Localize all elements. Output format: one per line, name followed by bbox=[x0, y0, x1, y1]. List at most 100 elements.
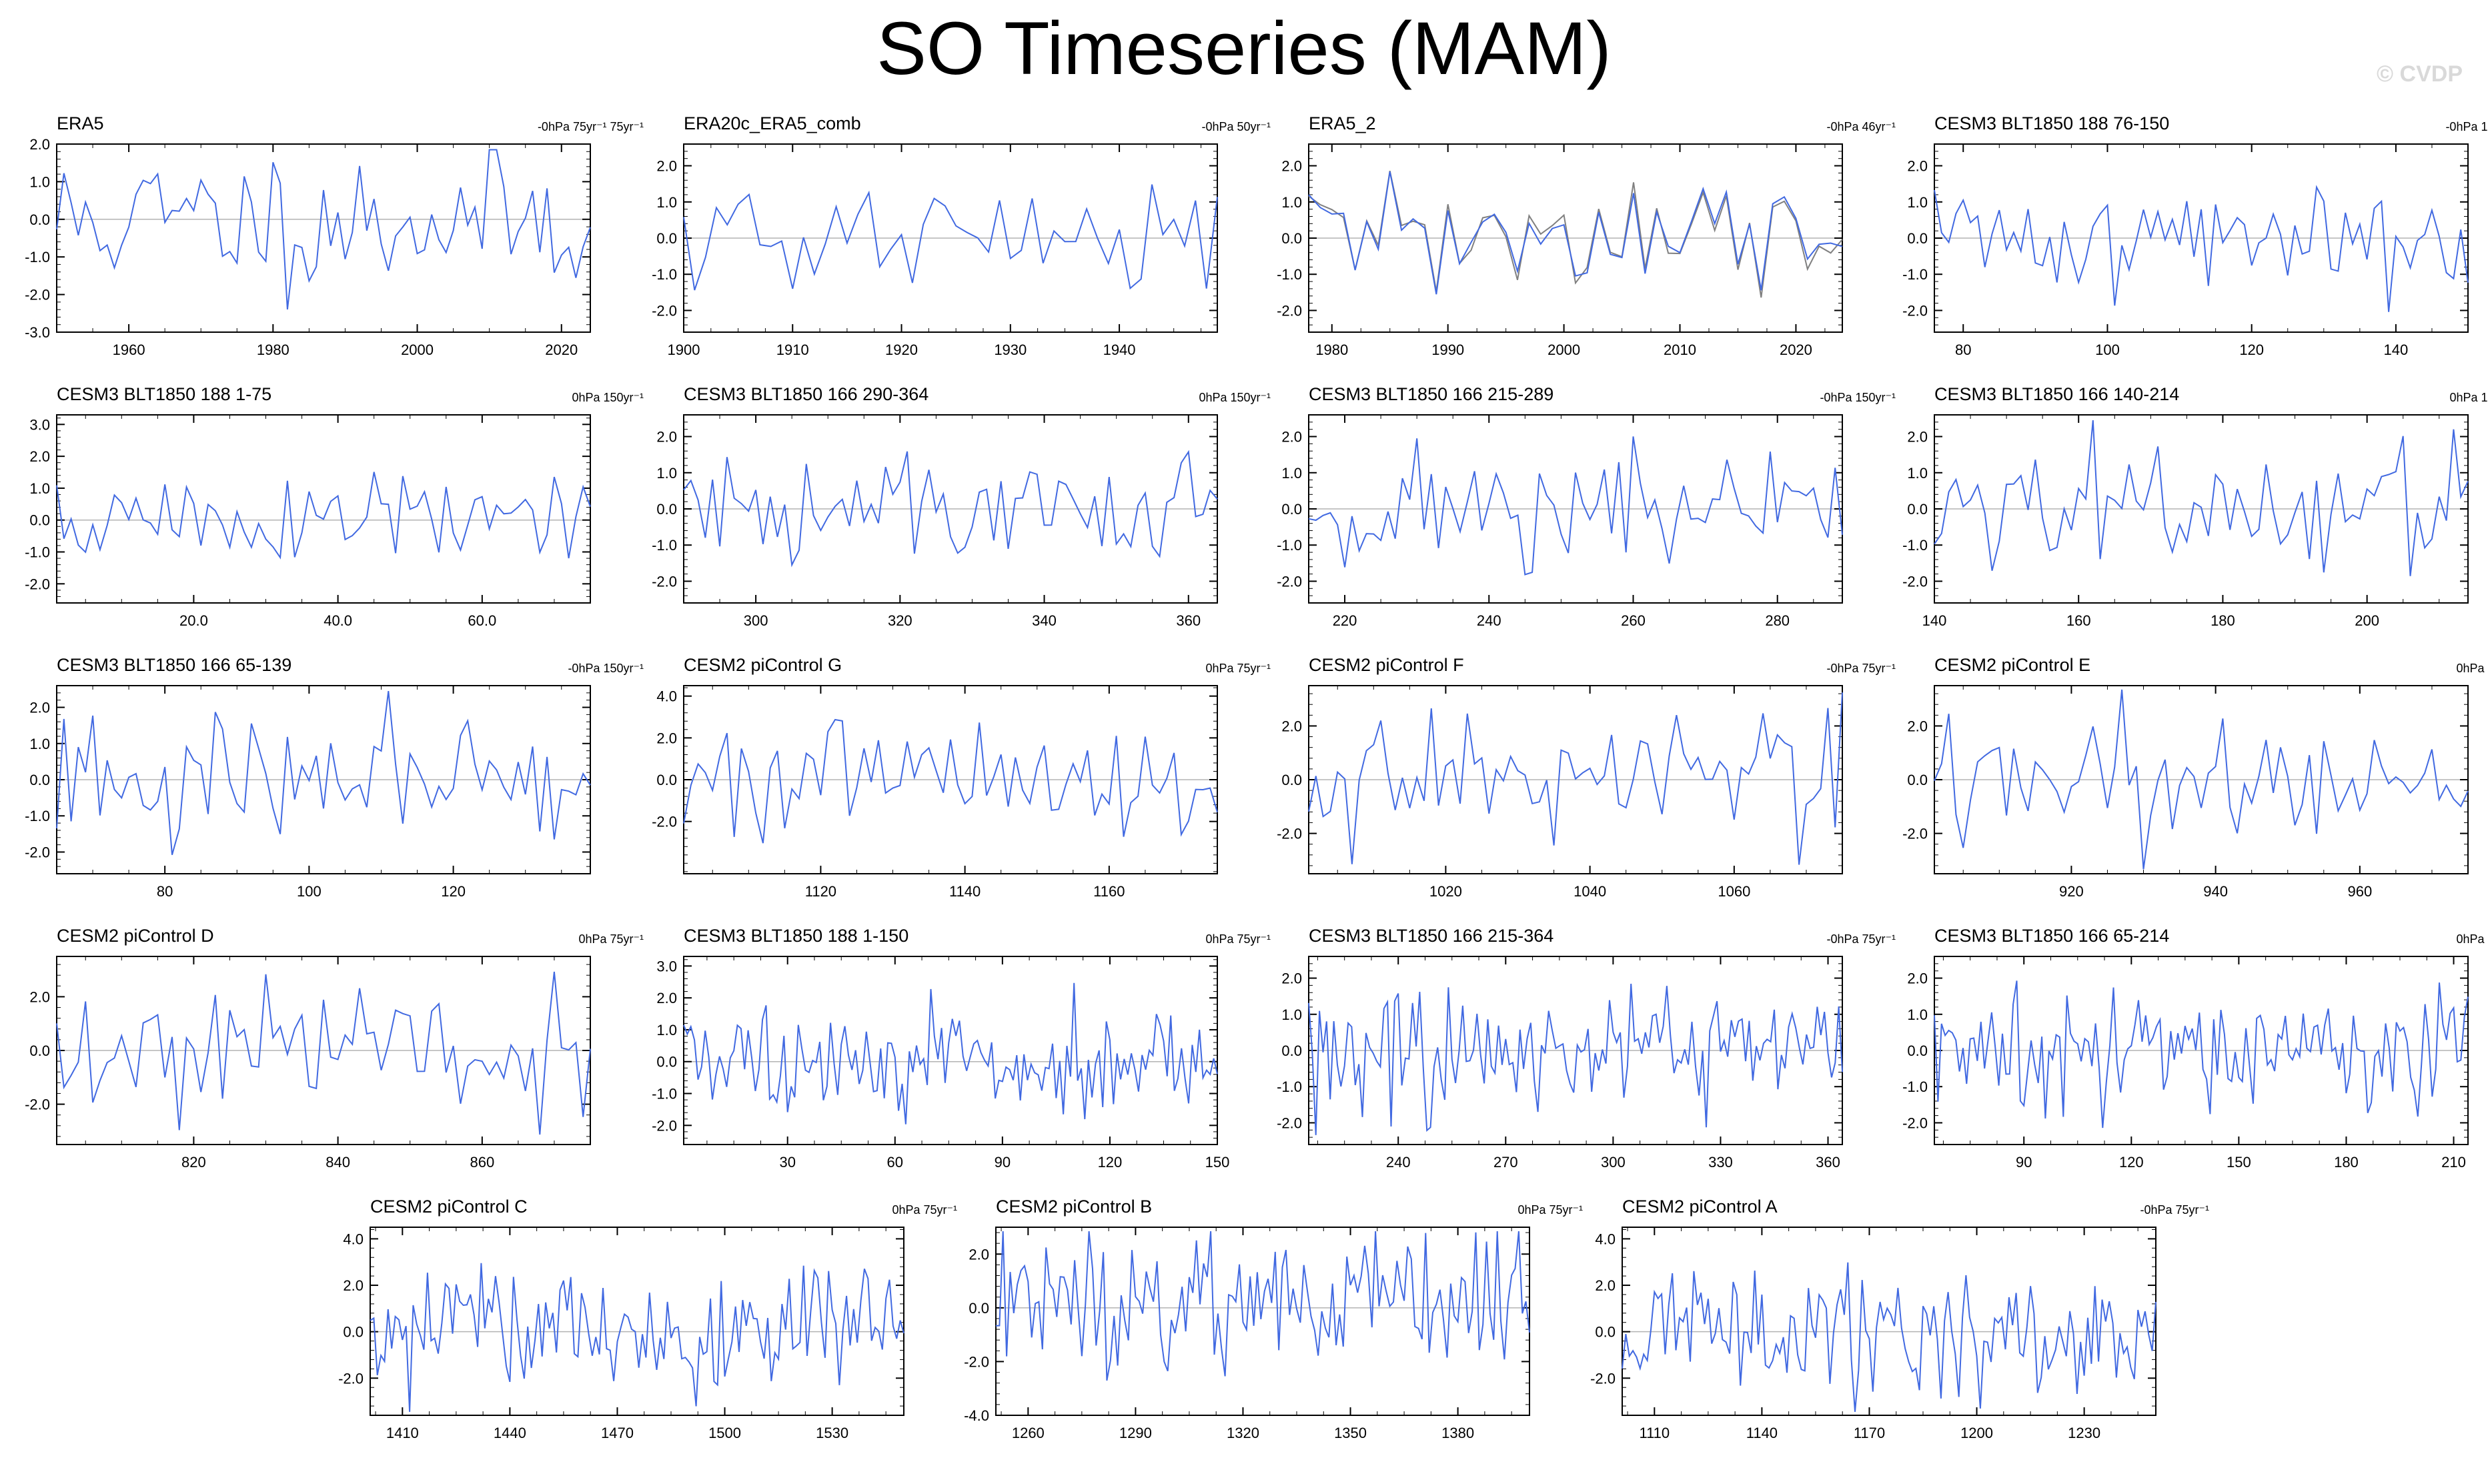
y-tick-label: 1.0 bbox=[1281, 1006, 1302, 1023]
y-tick-label: 1.0 bbox=[1907, 465, 1928, 482]
x-tick-label: 60.0 bbox=[468, 612, 496, 629]
y-tick-label: 2.0 bbox=[29, 988, 50, 1005]
x-tick-label: 2000 bbox=[1547, 341, 1580, 358]
x-tick-label: 1140 bbox=[1746, 1425, 1778, 1441]
x-tick-label: 1140 bbox=[949, 883, 981, 900]
x-tick-label: 1110 bbox=[1639, 1425, 1670, 1441]
panel-annotation: -0hPa 75yr⁻¹ bbox=[1826, 662, 1896, 675]
x-tick-label: 360 bbox=[1816, 1154, 1840, 1171]
x-tick-label: 940 bbox=[2203, 883, 2228, 900]
y-tick-label: -3.0 bbox=[25, 324, 50, 341]
x-tick-label: 1350 bbox=[1334, 1425, 1367, 1441]
panel-annotation: 0hPa 150yr⁻¹ bbox=[572, 391, 644, 404]
y-tick-label: -1.0 bbox=[1902, 266, 1928, 283]
chart-svg: -4.0 -2.0 0.0 2.0 1260 1290 1320 1350 1380 bbox=[964, 1227, 1530, 1441]
chart-panel: CESM3 BLT1850 188 1-150 0hPa 75yr⁻¹ -2.0 -1… bbox=[652, 926, 1271, 1177]
y-tick-label: 0.0 bbox=[969, 1300, 989, 1317]
y-tick-label: 2.0 bbox=[1281, 718, 1302, 734]
panel-annotation: -0hPa 75yr⁻¹ bbox=[1826, 932, 1896, 946]
x-tick-label: 280 bbox=[1765, 612, 1790, 629]
panel-annotation: -0hPa 150yr⁻¹ bbox=[2445, 120, 2488, 133]
panel-annotation: 0hPa 75yr⁻¹ bbox=[578, 932, 644, 946]
y-tick-label: 1.0 bbox=[1907, 194, 1928, 211]
chart-svg: -2.0 -1.0 0.0 1.0 2.0 220 240 260 280 bbox=[1277, 414, 1843, 629]
plot-frame bbox=[1622, 1227, 2156, 1416]
chart-svg: -2.0 -1.0 0.0 1.0 2.0 300 320 340 360 bbox=[652, 414, 1218, 629]
chart-panel: CESM3 BLT1850 166 65-139 -0hPa 150yr⁻¹ -2.… bbox=[25, 655, 644, 906]
y-tick-label: 4.0 bbox=[343, 1231, 364, 1247]
x-tick-label: 100 bbox=[297, 883, 322, 900]
panel-title: CESM3 BLT1850 166 65-214 bbox=[1934, 926, 2170, 946]
y-tick-label: 2.0 bbox=[1907, 429, 1928, 446]
x-tick-label: 180 bbox=[2211, 612, 2235, 629]
x-tick-label: 1930 bbox=[994, 341, 1027, 358]
panel-title: CESM3 BLT1850 166 215-364 bbox=[1309, 926, 1554, 946]
x-tick-label: 150 bbox=[2227, 1154, 2251, 1171]
series-line bbox=[1934, 689, 2469, 870]
chart-panel: CESM2 piControl F -0hPa 75yr⁻¹ -2.0 0.0 2.0 1… bbox=[1277, 655, 1896, 906]
x-tick-label: 1980 bbox=[1315, 341, 1348, 358]
chart-svg: -2.0 0.0 2.0 4.0 1120 1140 1160 bbox=[652, 685, 1218, 900]
panel-annotation: 0hPa 75yr⁻¹ bbox=[2456, 932, 2488, 946]
series-line bbox=[1308, 436, 1843, 576]
y-tick-label: 2.0 bbox=[29, 448, 50, 465]
chart-panel: CESM2 piControl E 0hPa 75yr⁻¹ -2.0 0.0 2.0 92… bbox=[1902, 655, 2488, 906]
x-tick-label: 1020 bbox=[1429, 883, 1462, 900]
x-tick-label: 1260 bbox=[1012, 1425, 1045, 1441]
series-line bbox=[683, 450, 1218, 568]
chart-panel: CESM2 piControl D 0hPa 75yr⁻¹ -2.0 0.0 2.0 82… bbox=[25, 926, 644, 1177]
x-tick-label: 360 bbox=[1176, 612, 1201, 629]
panel-title: ERA20c_ERA5_comb bbox=[684, 113, 861, 133]
y-tick-label: 1.0 bbox=[29, 173, 50, 190]
y-tick-label: 2.0 bbox=[1281, 158, 1302, 175]
x-tick-label: 160 bbox=[2066, 612, 2091, 629]
panel-annotation: -0hPa 46yr⁻¹ bbox=[1826, 120, 1896, 133]
panel-title: CESM2 piControl D bbox=[57, 926, 214, 946]
y-tick-label: 0.0 bbox=[1281, 1042, 1302, 1059]
series-line bbox=[1622, 1262, 2156, 1412]
x-tick-label: 120 bbox=[441, 883, 466, 900]
y-tick-label: 1.0 bbox=[656, 465, 677, 482]
panel-title: CESM3 BLT1850 166 65-139 bbox=[57, 655, 292, 675]
x-tick-label: 1470 bbox=[601, 1425, 634, 1441]
y-tick-label: -2.0 bbox=[964, 1353, 989, 1370]
x-tick-label: 80 bbox=[1955, 341, 1971, 358]
panel-annotation: 0hPa 75yr⁻¹ bbox=[1205, 662, 1271, 675]
chart-panel: CESM3 BLT1850 166 290-364 0hPa 150yr⁻¹ -2.… bbox=[652, 384, 1271, 635]
y-tick-label: -2.0 bbox=[25, 576, 50, 592]
panel-annotation: 0hPa 150yr⁻¹ bbox=[2449, 391, 2488, 404]
y-tick-label: -2.0 bbox=[25, 1096, 50, 1113]
y-tick-label: -2.0 bbox=[1277, 573, 1302, 590]
y-tick-label: 2.0 bbox=[656, 990, 677, 1006]
y-tick-label: -2.0 bbox=[25, 287, 50, 303]
x-tick-label: 960 bbox=[2347, 883, 2372, 900]
y-tick-label: 0.0 bbox=[29, 1042, 50, 1059]
y-tick-label: 0.0 bbox=[29, 211, 50, 228]
x-tick-label: 120 bbox=[1098, 1154, 1123, 1171]
x-tick-label: 1200 bbox=[1960, 1425, 1993, 1441]
x-tick-label: 1530 bbox=[816, 1425, 848, 1441]
x-tick-label: 270 bbox=[1493, 1154, 1518, 1171]
y-tick-label: -1.0 bbox=[1277, 266, 1302, 283]
x-tick-label: 1920 bbox=[885, 341, 918, 358]
chart-svg: -3.0 -2.0 -1.0 0.0 1.0 2.0 1960 1980 2000 2020 bbox=[25, 136, 591, 358]
panel-title: CESM3 BLT1850 166 215-289 bbox=[1309, 384, 1554, 404]
panel-title: CESM2 piControl C bbox=[370, 1197, 528, 1217]
chart-svg: -2.0 -1.0 0.0 1.0 2.0 3.0 30 60 90 120 150 bbox=[652, 956, 1229, 1171]
x-tick-label: 100 bbox=[2095, 341, 2120, 358]
chart-svg: -2.0 -1.0 0.0 1.0 2.0 240 270 300 330 360 bbox=[1277, 956, 1843, 1171]
panel-annotation: 0hPa 75yr⁻¹ bbox=[2456, 662, 2488, 675]
x-tick-label: 1940 bbox=[1103, 341, 1136, 358]
panel-title: CESM3 BLT1850 188 1-150 bbox=[684, 926, 909, 946]
chart-svg: -2.0 -1.0 0.0 1.0 2.0 1900 1910 1920 1930 1940 bbox=[652, 143, 1218, 358]
x-tick-label: 1230 bbox=[2068, 1425, 2100, 1441]
plot-frame bbox=[56, 143, 591, 333]
panel-title: CESM3 BLT1850 166 140-214 bbox=[1934, 384, 2180, 404]
x-tick-label: 1910 bbox=[776, 341, 809, 358]
x-tick-label: 860 bbox=[470, 1154, 494, 1171]
x-tick-label: 2010 bbox=[1664, 341, 1696, 358]
x-tick-label: 120 bbox=[2119, 1154, 2144, 1171]
panel-title: CESM3 BLT1850 188 1-75 bbox=[57, 384, 272, 404]
panel-title: CESM2 piControl A bbox=[1622, 1197, 1778, 1217]
y-tick-label: 2.0 bbox=[1595, 1277, 1616, 1294]
